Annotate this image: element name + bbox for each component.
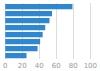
svg-text:100: 100	[84, 62, 97, 70]
svg-text:0: 0	[3, 62, 7, 70]
svg-text:80: 80	[69, 62, 78, 70]
svg-text:20: 20	[18, 62, 27, 70]
svg-text:40: 40	[35, 62, 44, 70]
svg-text:60: 60	[52, 62, 61, 70]
